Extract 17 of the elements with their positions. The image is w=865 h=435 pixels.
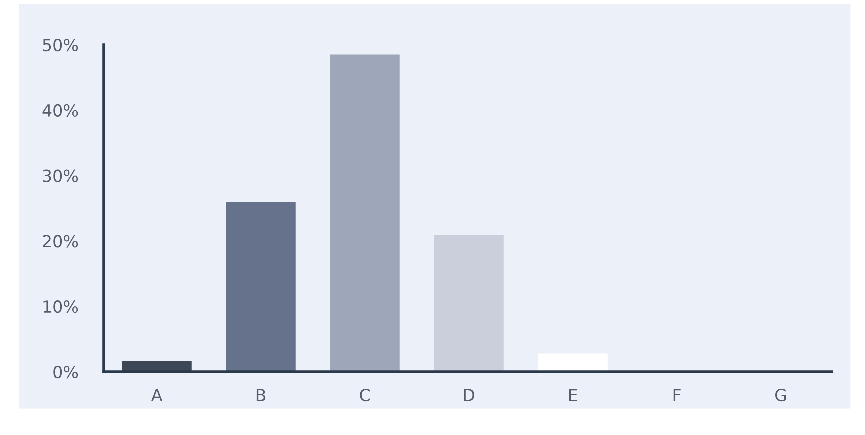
- bar: [330, 54, 400, 372]
- x-tick-label: B: [256, 389, 266, 402]
- bar: [226, 202, 296, 372]
- x-tick-label: C: [360, 388, 370, 402]
- bar: [538, 354, 608, 372]
- x-tick-label: D: [464, 389, 474, 402]
- x-tick-label: E: [569, 389, 578, 402]
- y-tick-label: 30%: [43, 170, 78, 182]
- x-tick-label: F: [674, 389, 681, 402]
- y-tick-label: 20%: [43, 235, 78, 248]
- y-tick-label: 0%: [54, 366, 78, 379]
- x-tick-label: G: [776, 388, 786, 402]
- bar: [434, 235, 504, 372]
- y-tick-label: 40%: [42, 104, 78, 117]
- y-tick-label: 50%: [43, 38, 78, 52]
- y-tick-label: 10%: [44, 300, 78, 314]
- x-tick-label: A: [151, 389, 163, 402]
